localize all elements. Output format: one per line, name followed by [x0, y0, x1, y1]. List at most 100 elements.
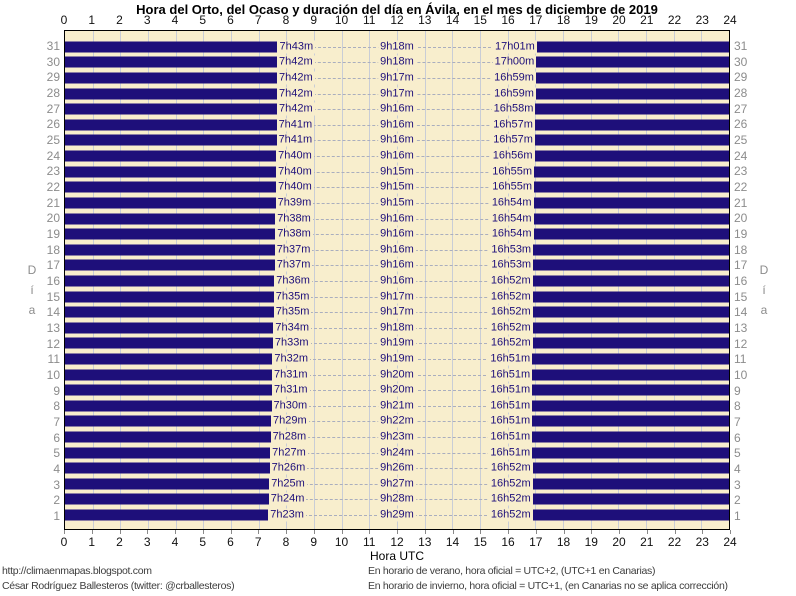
night-bar-after-sunset — [534, 103, 729, 115]
night-bar-before-sunrise — [65, 306, 275, 318]
night-bar-before-sunrise — [65, 259, 276, 271]
hour-tick-label-bottom: 3 — [143, 535, 151, 549]
night-bar-after-sunset — [532, 213, 729, 224]
sunrise-time-label: 7h34m — [273, 321, 311, 335]
day-row: 7h41m 9h16m 16h57m — [65, 133, 729, 149]
night-bar-before-sunrise — [65, 493, 270, 505]
sunset-time-label: 16h53m — [489, 258, 534, 272]
sunrise-time-label: 7h42m — [277, 87, 315, 101]
day-number: 31 — [734, 38, 748, 53]
sunset-time-label: 16h52m — [488, 321, 533, 335]
night-bar-after-sunset — [533, 181, 729, 193]
axis-tick-mark — [64, 530, 65, 534]
axis-tick-mark — [646, 530, 648, 534]
sunset-time-label: 16h52m — [488, 461, 533, 475]
sunrise-time-label: 7h38m — [275, 227, 313, 241]
day-row: 7h39m 9h15m 16h54m — [65, 195, 729, 211]
night-bar-before-sunrise — [65, 384, 273, 396]
hour-tick-label-bottom: 8 — [282, 535, 290, 549]
sunset-time-label: 16h52m — [488, 336, 533, 350]
day-row: 7h38m 9h16m 16h54m — [65, 211, 729, 227]
hour-tick-label-top: 0 — [60, 13, 68, 27]
sunset-time-label: 16h52m — [488, 274, 533, 288]
axis-tick-mark — [730, 530, 731, 534]
day-duration-label: 9h18m — [378, 321, 416, 335]
day-number: 18 — [734, 242, 748, 257]
day-duration-label: 9h16m — [378, 274, 416, 288]
day-duration-label: 9h27m — [378, 477, 416, 491]
sunrise-time-label: 7h32m — [272, 352, 311, 366]
axis-tick-mark — [313, 530, 315, 534]
day-duration-label: 9h17m — [378, 71, 416, 85]
day-number: 1 — [734, 508, 741, 523]
day-duration-label: 9h29m — [378, 508, 416, 522]
day-row: 7h25m 9h27m 16h52m — [65, 476, 729, 492]
hour-tick-label-bottom: 17 — [529, 535, 543, 549]
hour-tick-label-top: 6 — [227, 13, 234, 27]
day-duration-label: 9h20m — [378, 383, 416, 397]
day-row: 7h43m 9h18m 17h01m — [65, 39, 729, 55]
day-number: 31 — [46, 38, 60, 53]
hour-tick-label-top: 5 — [199, 13, 207, 27]
y-axis-label-right: D í a — [759, 263, 769, 317]
day-number: 16 — [734, 273, 748, 288]
day-number: 6 — [734, 430, 741, 445]
hour-tick-label-top: 12 — [390, 13, 404, 27]
day-duration-label: 9h26m — [378, 461, 416, 475]
night-bar-after-sunset — [532, 197, 729, 209]
night-bar-after-sunset — [531, 462, 729, 474]
day-number: 30 — [734, 54, 748, 69]
sunrise-time-label: 7h29m — [271, 414, 309, 428]
sunset-time-label: 16h57m — [491, 133, 535, 147]
day-number: 14 — [734, 305, 748, 320]
day-duration-label: 9h23m — [378, 430, 416, 444]
hour-tick-label-bottom: 19 — [584, 535, 598, 549]
night-bar-before-sunrise — [65, 72, 279, 84]
day-row: 7h30m 9h21m 16h51m — [65, 398, 729, 414]
sunrise-time-label: 7h23m — [268, 508, 306, 522]
sunset-time-label: 16h59m — [492, 87, 536, 101]
footer-url: http://climaenmapas.blogspot.com — [2, 565, 152, 577]
hour-tick-label-bottom: 24 — [723, 535, 737, 549]
hour-tick-label-top: 11 — [363, 13, 376, 27]
day-row: 7h40m 9h16m 16h56m — [65, 148, 729, 164]
night-bar-before-sunrise — [65, 400, 273, 412]
day-number: 27 — [734, 101, 748, 116]
night-bar-before-sunrise — [65, 431, 272, 443]
day-number: 13 — [46, 320, 60, 335]
night-bar-after-sunset — [533, 134, 729, 146]
day-duration-label: 9h22m — [378, 414, 416, 428]
day-row: 7h38m 9h16m 16h54m — [65, 226, 729, 242]
hour-tick-label-bottom: 16 — [501, 535, 515, 549]
day-row: 7h24m 9h28m 16h52m — [65, 492, 729, 508]
day-row: 7h31m 9h20m 16h51m — [65, 367, 729, 383]
axis-tick-mark — [202, 530, 204, 534]
day-number: 22 — [734, 179, 748, 194]
sunset-time-label: 16h52m — [488, 492, 533, 506]
night-bar-after-sunset — [533, 150, 729, 162]
hour-tick-label-bottom: 0 — [60, 535, 68, 549]
day-number: 19 — [46, 226, 60, 241]
sunset-time-label: 16h52m — [488, 477, 533, 491]
day-number: 12 — [734, 336, 748, 351]
day-number: 4 — [734, 461, 741, 476]
gridline — [341, 31, 343, 529]
hour-tick-label-top: 19 — [584, 13, 598, 27]
day-number: 19 — [734, 226, 748, 241]
day-number: 11 — [47, 352, 60, 367]
night-bar-before-sunrise — [65, 322, 275, 334]
day-number: 3 — [53, 477, 60, 492]
sunset-time-label: 16h54m — [489, 212, 534, 225]
axis-tick-mark — [452, 530, 454, 534]
x-axis-title: Hora UTC — [369, 549, 424, 563]
day-row: 7h34m 9h18m 16h52m — [65, 320, 729, 336]
day-duration-label: 9h17m — [378, 87, 416, 101]
day-number: 10 — [734, 367, 748, 382]
sunrise-time-label: 7h36m — [274, 274, 312, 288]
sunrise-time-label: 7h26m — [269, 461, 308, 475]
hour-tick-label-top: 4 — [171, 13, 179, 27]
night-bar-after-sunset — [535, 41, 729, 53]
sunset-time-label: 16h59m — [492, 71, 536, 85]
night-bar-after-sunset — [531, 291, 729, 303]
